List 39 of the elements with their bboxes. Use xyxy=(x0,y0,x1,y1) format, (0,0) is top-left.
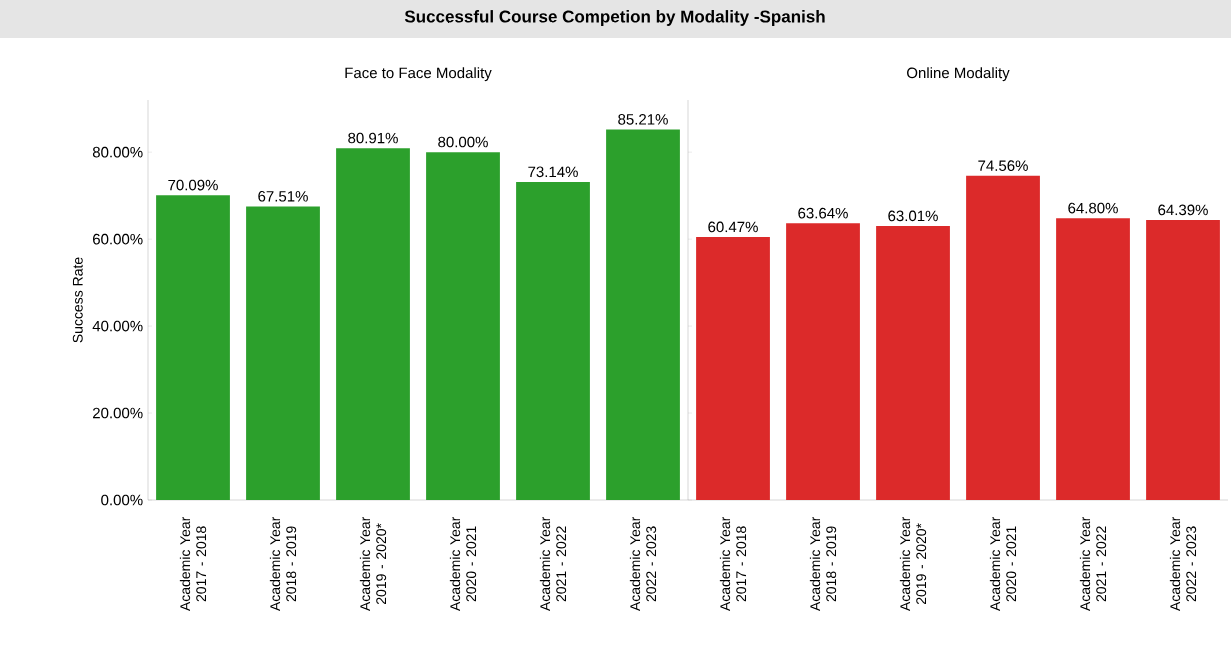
bar xyxy=(426,152,500,500)
data-label: 73.14% xyxy=(528,166,578,178)
data-label: 60.47% xyxy=(708,221,758,233)
x-tick-label: Academic Year 2017 - 2018 xyxy=(179,516,207,612)
data-label: 64.80% xyxy=(1068,202,1118,214)
bar xyxy=(606,129,680,500)
x-tick-label: Academic Year 2019 - 2020* xyxy=(359,516,387,612)
y-axis-title: Success Rate xyxy=(72,257,83,343)
x-tick-label: Academic Year 2018 - 2019 xyxy=(809,516,837,612)
chart-title: Successful Course Competion by Modality -Spanish xyxy=(404,10,825,26)
y-tick-label: 80.00% xyxy=(92,146,143,158)
chart-subtitle: Online Modality xyxy=(907,67,1010,82)
data-label: 63.01% xyxy=(888,210,938,222)
bar xyxy=(156,195,230,500)
chart-subtitle: Face to Face Modality xyxy=(345,67,492,82)
data-label: 64.39% xyxy=(1158,204,1208,216)
y-tick-label: 60.00% xyxy=(93,233,143,245)
data-label: 70.09% xyxy=(168,179,218,191)
bar xyxy=(516,182,590,500)
x-tick-label: Academic Year 2021 - 2022 xyxy=(539,516,567,612)
y-tick-label: 0.00% xyxy=(101,494,143,506)
data-label: 63.64% xyxy=(798,207,848,219)
data-label: 85.21% xyxy=(618,114,668,125)
bar xyxy=(336,148,410,500)
x-tick-label: Academic Year 2019 - 2020* xyxy=(899,516,927,612)
y-tick-label: 20.00% xyxy=(93,407,143,419)
x-tick-label: Academic Year 2021 - 2022 xyxy=(1079,516,1107,612)
x-tick-label: Academic Year 2018 - 2019 xyxy=(269,516,297,612)
bar xyxy=(246,206,320,500)
data-label: 74.56% xyxy=(978,160,1028,171)
x-tick-label: Academic Year 2020 - 2021 xyxy=(449,516,477,612)
y-tick-label: 40.00% xyxy=(92,320,143,332)
data-label: 80.00% xyxy=(438,136,488,148)
data-label: 80.91% xyxy=(348,132,398,144)
x-tick-label: Academic Year 2020 - 2021 xyxy=(989,516,1017,612)
x-tick-label: Academic Year 2017 - 2018 xyxy=(719,516,747,612)
x-tick-label: Academic Year 2022 - 2023 xyxy=(1169,516,1197,612)
x-tick-label: Academic Year 2022 - 2023 xyxy=(629,516,657,612)
data-label: 67.51% xyxy=(258,191,308,202)
